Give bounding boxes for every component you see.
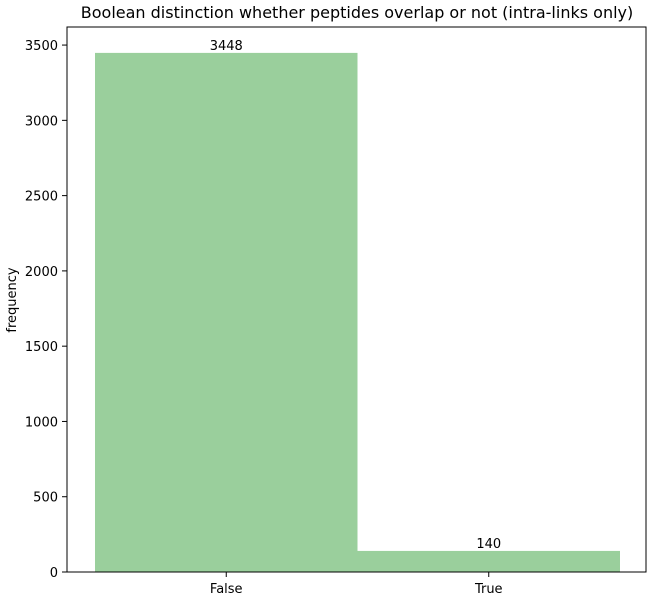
- x-tick-label-true: True: [474, 582, 503, 597]
- bar-true: [357, 550, 620, 572]
- y-tick-label-1000: 1000: [25, 415, 58, 430]
- bar-false: [95, 52, 358, 573]
- axes-frame: [66, 26, 647, 573]
- y-axis-label: frequency: [5, 267, 20, 333]
- y-tick-label-3500: 3500: [25, 39, 58, 54]
- x-tick-label-false: False: [210, 582, 243, 597]
- data-label-false: 3448: [210, 39, 243, 54]
- y-tick-label-2500: 2500: [25, 190, 58, 205]
- bars-group: [95, 52, 620, 573]
- y-tick-label-3000: 3000: [25, 114, 58, 129]
- y-tick-label-1500: 1500: [25, 340, 58, 355]
- y-tick-label-2000: 2000: [25, 265, 58, 280]
- plot-frame: [66, 26, 647, 573]
- y-tick-label-500: 500: [33, 491, 58, 506]
- y-axis-ticks: 0 500 1000 1500 2000 2500 3000 3500: [25, 39, 67, 581]
- x-axis-ticks: False True: [210, 572, 503, 597]
- data-label-true: 140: [476, 537, 501, 552]
- chart-title: Boolean distinction whether peptides ove…: [81, 3, 633, 22]
- y-tick-label-0: 0: [50, 566, 58, 581]
- data-labels-group: 3448 140: [210, 39, 501, 552]
